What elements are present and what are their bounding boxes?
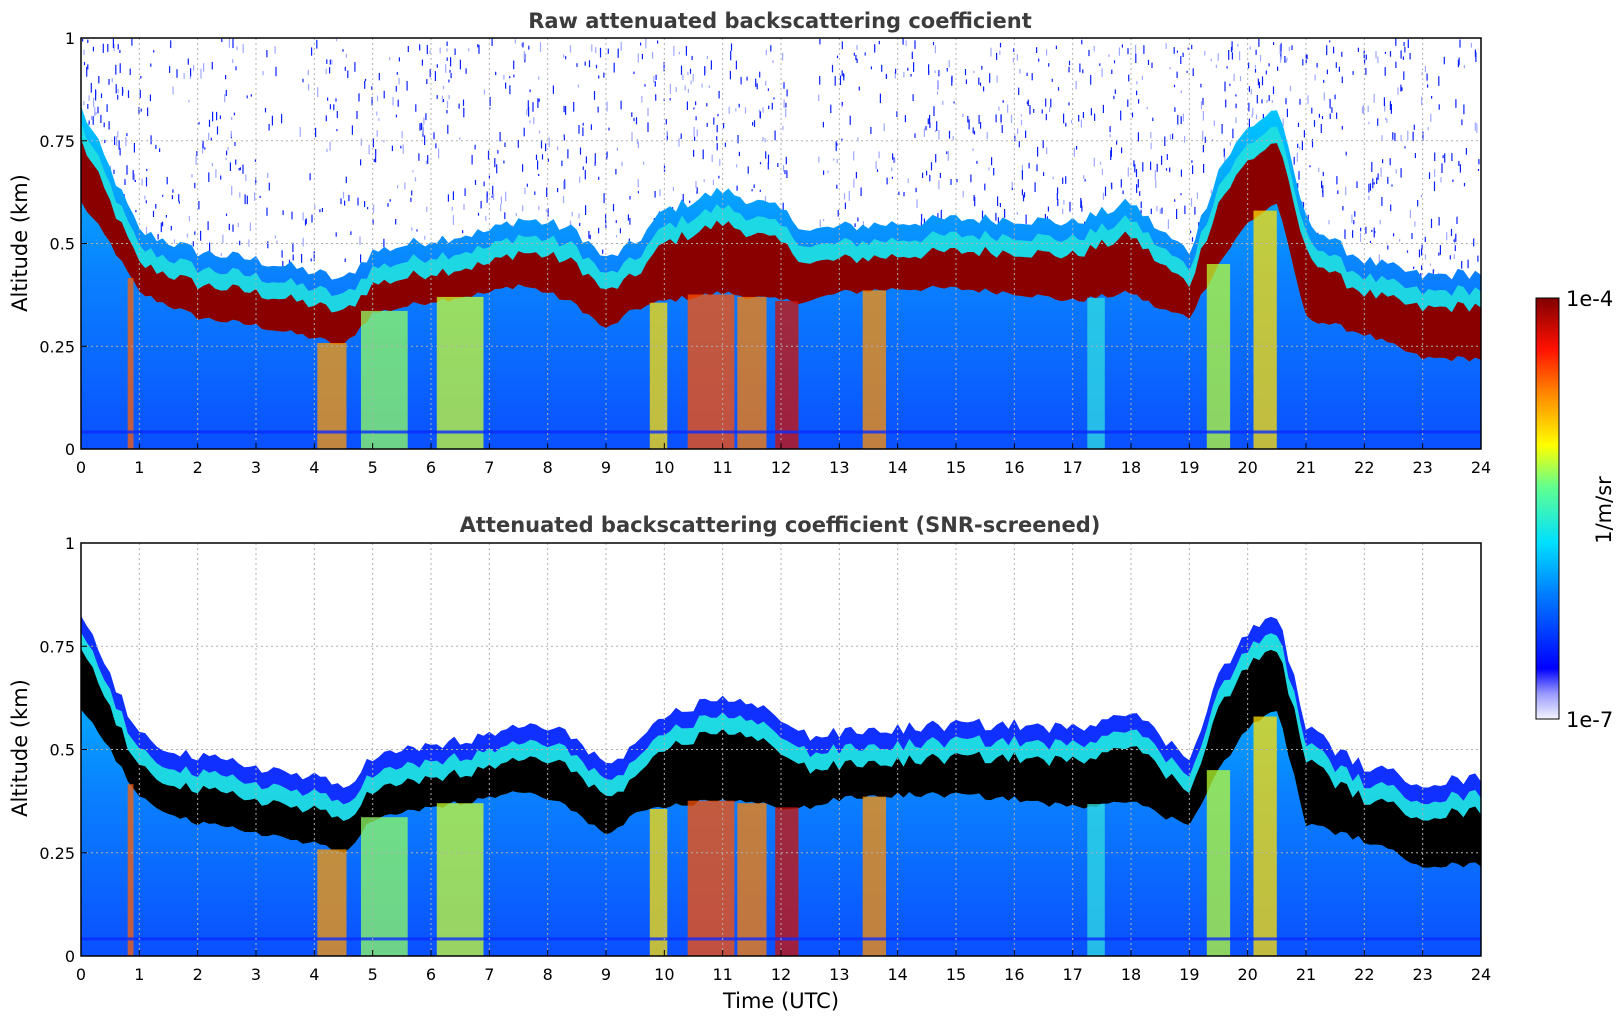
x-tick-label: 21 bbox=[1296, 965, 1316, 984]
x-tick-label: 7 bbox=[484, 458, 494, 477]
x-tick-label: 18 bbox=[1121, 965, 1141, 984]
bottom-x-ticks: 0 1 2 3 4 5 6 7 8 9 10 11 12 13 14 15 16 17 18 19 20 21 22 23 24 bbox=[76, 950, 1491, 984]
x-tick-label: 2 bbox=[193, 458, 203, 477]
x-tick-label: 23 bbox=[1412, 458, 1432, 477]
x-tick-label: 5 bbox=[368, 458, 378, 477]
x-axis-label: Time (UTC) bbox=[722, 989, 839, 1013]
x-tick-label: 11 bbox=[712, 458, 732, 477]
x-tick-label: 11 bbox=[712, 965, 732, 984]
x-tick-label: 10 bbox=[654, 965, 674, 984]
colorbar-max-label: 1e-4 bbox=[1566, 287, 1613, 311]
bottom-y-axis-label: Altitude (km) bbox=[8, 679, 32, 817]
x-tick-label: 13 bbox=[829, 458, 849, 477]
x-tick-label: 10 bbox=[654, 458, 674, 477]
top-panel: Raw attenuated backscattering coefficien… bbox=[8, 9, 1491, 477]
x-tick-label: 0 bbox=[76, 458, 86, 477]
x-tick-label: 20 bbox=[1237, 965, 1257, 984]
x-tick-label: 19 bbox=[1179, 965, 1199, 984]
y-tick-label: 0.75 bbox=[39, 637, 75, 656]
y-tick-label: 1 bbox=[65, 29, 75, 48]
x-tick-label: 6 bbox=[426, 965, 436, 984]
x-tick-label: 6 bbox=[426, 458, 436, 477]
y-tick-label: 0.25 bbox=[39, 337, 75, 356]
x-tick-label: 14 bbox=[887, 965, 907, 984]
x-tick-label: 15 bbox=[946, 458, 966, 477]
x-tick-label: 14 bbox=[887, 458, 907, 477]
x-tick-label: 19 bbox=[1179, 458, 1199, 477]
colorbar-gradient bbox=[1535, 297, 1560, 720]
x-tick-label: 22 bbox=[1354, 965, 1374, 984]
x-tick-label: 3 bbox=[251, 965, 261, 984]
x-tick-label: 24 bbox=[1471, 965, 1491, 984]
colorbar-unit-label: 1/m/sr bbox=[1592, 476, 1616, 544]
x-tick-label: 9 bbox=[601, 965, 611, 984]
x-tick-label: 5 bbox=[368, 965, 378, 984]
y-tick-label: 0 bbox=[65, 947, 75, 966]
x-tick-label: 18 bbox=[1121, 458, 1141, 477]
x-tick-label: 23 bbox=[1412, 965, 1432, 984]
x-tick-label: 16 bbox=[1004, 458, 1024, 477]
x-tick-label: 17 bbox=[1062, 965, 1082, 984]
y-tick-label: 0.25 bbox=[39, 844, 75, 863]
y-tick-label: 0 bbox=[65, 440, 75, 459]
x-tick-label: 2 bbox=[193, 965, 203, 984]
x-tick-label: 9 bbox=[601, 458, 611, 477]
colorbar-min-label: 1e-7 bbox=[1566, 708, 1613, 732]
y-tick-label: 0.5 bbox=[50, 741, 75, 760]
bottom-panel: Attenuated backscattering coefficient (S… bbox=[8, 513, 1491, 1013]
bottom-y-ticks: 0 0.25 0.5 0.75 1 bbox=[39, 534, 87, 966]
x-tick-label: 24 bbox=[1471, 458, 1491, 477]
top-chart-title: Raw attenuated backscattering coefficien… bbox=[528, 9, 1032, 33]
y-tick-label: 1 bbox=[65, 534, 75, 553]
x-tick-label: 1 bbox=[134, 458, 144, 477]
x-tick-label: 13 bbox=[829, 965, 849, 984]
x-tick-label: 12 bbox=[771, 965, 791, 984]
x-tick-label: 21 bbox=[1296, 458, 1316, 477]
x-tick-label: 4 bbox=[309, 965, 319, 984]
bottom-chart-title: Attenuated backscattering coefficient (S… bbox=[460, 513, 1101, 537]
x-tick-label: 8 bbox=[543, 458, 553, 477]
y-tick-label: 0.75 bbox=[39, 132, 75, 151]
x-tick-label: 20 bbox=[1237, 458, 1257, 477]
x-tick-label: 12 bbox=[771, 458, 791, 477]
x-tick-label: 0 bbox=[76, 965, 86, 984]
x-tick-label: 1 bbox=[134, 965, 144, 984]
x-tick-label: 17 bbox=[1062, 458, 1082, 477]
x-tick-label: 15 bbox=[946, 965, 966, 984]
x-tick-label: 8 bbox=[543, 965, 553, 984]
x-tick-label: 7 bbox=[484, 965, 494, 984]
x-tick-label: 22 bbox=[1354, 458, 1374, 477]
x-tick-label: 16 bbox=[1004, 965, 1024, 984]
y-tick-label: 0.5 bbox=[50, 235, 75, 254]
colorbar: 1e-4 1e-7 1/m/sr bbox=[1535, 287, 1616, 732]
top-y-ticks: 0 0.25 0.5 0.75 1 bbox=[39, 29, 87, 459]
top-x-ticks: 0 1 2 3 4 5 6 7 8 9 10 11 12 13 14 15 16 17 18 19 20 21 22 23 24 bbox=[76, 443, 1491, 477]
x-tick-label: 4 bbox=[309, 458, 319, 477]
top-y-axis-label: Altitude (km) bbox=[8, 174, 32, 312]
x-tick-label: 3 bbox=[251, 458, 261, 477]
